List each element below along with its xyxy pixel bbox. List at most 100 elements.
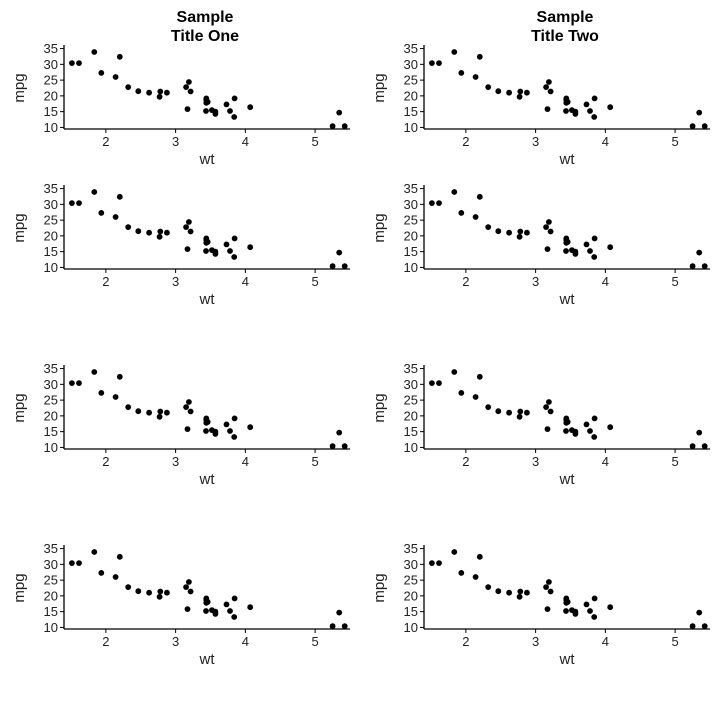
data-point xyxy=(341,443,348,450)
y-tick-label: 10 xyxy=(44,620,58,635)
data-point xyxy=(485,584,492,590)
data-point xyxy=(98,570,105,576)
y-tick-label: 10 xyxy=(404,260,418,275)
y-tick-label: 15 xyxy=(404,604,418,619)
data-point xyxy=(91,369,98,375)
data-point xyxy=(98,210,105,216)
x-tick-label: 2 xyxy=(462,634,469,649)
data-point xyxy=(563,95,570,102)
data-point xyxy=(116,193,123,200)
data-point xyxy=(91,49,98,55)
data-point xyxy=(516,593,523,600)
y-tick-label: 20 xyxy=(44,408,58,423)
y-tick-label: 30 xyxy=(404,57,418,72)
data-point xyxy=(429,380,435,386)
data-point xyxy=(116,53,123,60)
data-point xyxy=(547,408,554,415)
y-tick-label: 25 xyxy=(404,573,418,588)
data-point xyxy=(203,248,209,254)
data-point xyxy=(563,599,570,606)
x-tick-label: 3 xyxy=(172,634,179,649)
x-tick-label: 2 xyxy=(102,274,109,289)
data-point xyxy=(125,84,132,90)
x-tick-label: 5 xyxy=(312,134,319,149)
title-two-line-1: Sample xyxy=(537,9,594,26)
data-point xyxy=(472,574,479,580)
y-tick-label: 30 xyxy=(404,197,418,212)
data-point xyxy=(607,244,614,251)
data-point xyxy=(451,369,458,375)
data-point xyxy=(517,228,524,235)
data-point xyxy=(329,443,336,450)
data-point xyxy=(544,606,551,612)
data-point xyxy=(563,108,569,114)
data-point xyxy=(607,104,614,111)
data-point xyxy=(146,409,153,416)
y-axis-title: mpg xyxy=(371,573,388,602)
y-tick-label: 35 xyxy=(44,41,58,56)
y-tick-label: 10 xyxy=(404,120,418,135)
data-point xyxy=(472,74,479,80)
data-point xyxy=(203,419,210,426)
data-point xyxy=(223,601,230,608)
data-point xyxy=(451,189,458,195)
data-point xyxy=(485,404,492,410)
y-tick-label: 15 xyxy=(404,424,418,439)
data-point xyxy=(247,604,254,611)
data-point xyxy=(451,549,458,555)
y-tick-label: 10 xyxy=(44,440,58,455)
data-point xyxy=(563,595,570,602)
data-point xyxy=(76,200,82,207)
data-point xyxy=(223,421,230,428)
y-tick-label: 15 xyxy=(404,104,418,119)
y-tick-label: 35 xyxy=(404,361,418,376)
data-point xyxy=(572,428,579,435)
x-tick-label: 5 xyxy=(312,454,319,469)
data-point xyxy=(231,595,238,602)
data-point xyxy=(583,241,590,248)
data-point xyxy=(203,239,210,246)
data-point xyxy=(563,419,570,426)
y-tick-label: 20 xyxy=(404,228,418,243)
data-point xyxy=(458,570,465,576)
data-point xyxy=(689,443,696,450)
data-point xyxy=(203,108,209,114)
data-point xyxy=(476,53,483,60)
data-point xyxy=(157,408,164,415)
data-point xyxy=(157,588,164,595)
data-point xyxy=(587,608,593,614)
data-point xyxy=(227,428,233,434)
x-tick-label: 2 xyxy=(102,634,109,649)
x-axis-title: wt xyxy=(199,151,216,168)
data-point xyxy=(587,248,593,254)
data-point xyxy=(187,88,194,95)
x-tick-label: 3 xyxy=(532,454,539,469)
data-point xyxy=(572,248,579,255)
data-point xyxy=(563,239,570,246)
x-tick-label: 3 xyxy=(532,274,539,289)
data-point xyxy=(436,200,442,207)
data-point xyxy=(247,104,254,111)
data-point xyxy=(186,579,192,585)
x-tick-label: 2 xyxy=(102,454,109,469)
data-point xyxy=(544,106,551,112)
data-point xyxy=(183,584,190,590)
data-point xyxy=(607,424,614,431)
data-point xyxy=(543,224,549,231)
data-point xyxy=(231,235,238,242)
x-tick-label: 3 xyxy=(172,134,179,149)
y-tick-label: 25 xyxy=(404,393,418,408)
data-point xyxy=(125,584,132,590)
data-point xyxy=(91,189,98,195)
y-tick-label: 20 xyxy=(404,408,418,423)
x-axis-title: wt xyxy=(199,471,216,488)
title-two-line-2: Title Two xyxy=(531,28,599,45)
data-point xyxy=(701,443,708,450)
data-point xyxy=(587,428,593,434)
data-point xyxy=(546,79,552,85)
data-point xyxy=(517,588,524,595)
data-point xyxy=(329,263,336,270)
